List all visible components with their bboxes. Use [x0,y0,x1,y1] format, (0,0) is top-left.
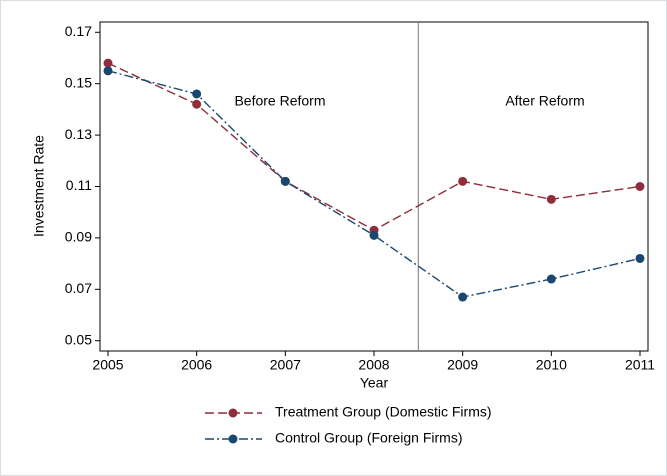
x-tick-label: 2006 [181,357,212,373]
point [103,58,113,68]
legend-label: Control Group (Foreign Firms) [275,430,463,446]
x-tick-label: 2007 [270,357,301,373]
x-tick-label: 2005 [92,357,123,373]
legend-label: Treatment Group (Domestic Firms) [275,404,492,420]
point [546,274,556,284]
y-tick-label: 0.17 [65,23,92,39]
point [280,176,290,186]
x-tick-label: 2010 [536,357,567,373]
plot-frame [99,21,649,352]
point [635,253,645,263]
y-tick-label: 0.15 [65,74,92,90]
x-tick-label: 2008 [358,357,389,373]
point [458,292,468,302]
x-tick-label: 2011 [625,357,655,373]
annotation: Before Reform [234,93,325,109]
point [192,99,202,109]
y-tick-label: 0.05 [65,331,92,347]
point [103,66,113,76]
point [192,89,202,99]
legend-marker [228,408,238,418]
x-axis-label: Year [360,375,389,391]
y-axis-label: Investment Rate [31,135,47,237]
y-tick-label: 0.13 [65,126,92,142]
point [546,194,556,204]
y-tick-label: 0.07 [65,280,92,296]
legend-marker [228,434,238,444]
y-tick-label: 0.09 [65,229,92,245]
point [369,230,379,240]
point [635,182,645,191]
point [458,176,468,186]
annotation: After Reform [505,93,584,109]
x-tick-label: 2009 [447,357,478,373]
y-tick-label: 0.11 [66,177,92,193]
